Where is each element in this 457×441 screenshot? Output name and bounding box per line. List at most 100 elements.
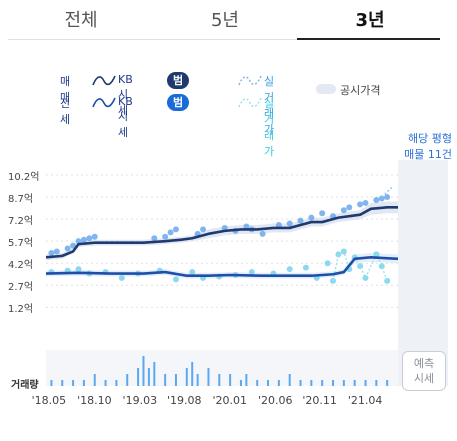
- volume-bar: [196, 374, 199, 386]
- real-sale-line-icon: [238, 75, 262, 86]
- real-sale-point: [286, 220, 293, 227]
- real-sale-point: [373, 197, 380, 203]
- volume-bar: [93, 374, 96, 386]
- active-tab-indicator: [297, 38, 440, 40]
- kb-jeonse-line: [45, 256, 399, 278]
- volume-bar: [191, 362, 194, 386]
- real-sale-point: [172, 226, 179, 233]
- volume-bar: [277, 380, 280, 386]
- real-sale-point: [275, 222, 282, 228]
- volume-bar: [386, 380, 389, 386]
- real-sale-point: [221, 224, 228, 231]
- volume-bar: [256, 380, 259, 386]
- real-jeonse-point: [378, 263, 385, 270]
- real-sale-point: [357, 201, 364, 208]
- real-sale-point: [243, 223, 250, 230]
- real-sale-point: [346, 204, 353, 211]
- volume-bar: [207, 368, 210, 386]
- y-tick-label: 5.7억: [8, 238, 34, 250]
- volume-bar: [218, 374, 221, 386]
- period-tabs: 전체 5년 3년: [0, 0, 457, 40]
- volume-bar: [332, 380, 335, 386]
- real-sale-point: [162, 233, 169, 240]
- real-jeonse-point: [172, 276, 179, 283]
- real-sale-point: [259, 230, 266, 237]
- listing-note-line2[interactable]: 매물 11건: [404, 148, 452, 161]
- volume-bar: [104, 380, 107, 386]
- real-sale-point: [75, 238, 82, 245]
- real-sale-point: [378, 195, 385, 202]
- forecast-area: [398, 160, 448, 386]
- volume-label: 거래량: [11, 380, 39, 391]
- legend-sale-kb[interactable]: KB시세: [118, 73, 133, 117]
- volume-bar: [229, 374, 232, 386]
- real-sale-point: [53, 248, 60, 255]
- real-sale-point: [80, 236, 87, 243]
- legend-jeonse-real[interactable]: 실거래가: [264, 97, 275, 158]
- real-jeonse-point: [357, 263, 364, 270]
- predict-line1: 예측: [413, 357, 435, 370]
- real-sale-point: [151, 235, 158, 242]
- real-sale-point: [48, 249, 55, 256]
- volume-bar: [142, 356, 145, 386]
- volume-bar: [310, 380, 313, 386]
- volume-bar: [267, 380, 270, 386]
- volume-bar: [153, 362, 156, 386]
- volume-bar: [364, 380, 367, 386]
- real-sale-point: [297, 217, 304, 224]
- real-jeonse-point: [384, 277, 391, 284]
- kb-jeonse-line-icon: [92, 97, 116, 108]
- x-tick-label: '21.04: [347, 394, 383, 407]
- tab-divider: [8, 39, 440, 40]
- x-tick-label: '20.06: [257, 394, 293, 407]
- real-jeonse-point: [302, 264, 309, 271]
- real-sale-point: [319, 210, 326, 217]
- volume-bar: [126, 374, 129, 386]
- real-jeonse-line-icon: [238, 97, 262, 108]
- volume-bar: [147, 368, 150, 386]
- predict-price-button[interactable]: 예측 시세: [402, 351, 446, 391]
- real-sale-point: [340, 207, 347, 214]
- real-sale-point: [384, 194, 391, 201]
- legend-sale-real[interactable]: 실거래가: [264, 75, 275, 136]
- x-tick-label: '18.10: [77, 394, 112, 407]
- y-tick-label: 10.2억: [8, 172, 40, 183]
- real-sale-point: [362, 199, 369, 206]
- tab-3-years[interactable]: 3년: [355, 10, 385, 31]
- volume-bar: [299, 380, 302, 386]
- volume-bar: [353, 380, 356, 386]
- volume-bar: [185, 368, 188, 386]
- volume-bar: [115, 380, 118, 386]
- real-sale-point: [64, 245, 71, 252]
- real-jeonse-point: [75, 266, 82, 273]
- real-jeonse-point: [324, 260, 331, 267]
- x-tick-label: '20.11: [302, 394, 337, 407]
- real-sale-point: [200, 226, 207, 233]
- real-jeonse-point: [118, 274, 125, 281]
- x-tick-label: '20.01: [212, 394, 247, 407]
- x-tick-label: '19.03: [122, 394, 158, 407]
- listing-note-line1: 해당 평형: [408, 132, 452, 145]
- sale-range-button[interactable]: 범위보기: [167, 72, 190, 138]
- real-sale-point: [86, 235, 93, 242]
- y-tick-label: 8.7억: [8, 194, 34, 206]
- tab-5-years[interactable]: 5년: [210, 10, 239, 31]
- real-jeonse-point: [286, 266, 293, 273]
- tab-all[interactable]: 전체: [64, 10, 98, 31]
- gongsi-legend-swatch: [316, 84, 336, 94]
- jeonse-range-button[interactable]: 범위보기: [167, 94, 190, 160]
- price-chart: [45, 174, 399, 386]
- volume-bar: [72, 380, 75, 386]
- legend-jeonse-kb[interactable]: KB시세: [118, 95, 133, 139]
- volume-bar: [61, 380, 64, 386]
- y-tick-label: 2.7억: [8, 282, 34, 294]
- legend-sale-type: 매매: [60, 75, 71, 104]
- real-jeonse-point: [362, 274, 369, 281]
- predict-line2: 시세: [413, 372, 435, 385]
- volume-area: [46, 350, 398, 386]
- volume-bar: [164, 374, 167, 386]
- kb-sale-line-icon: [92, 75, 116, 86]
- gongsi-legend-label[interactable]: 공시가격: [340, 84, 381, 97]
- volume-bar: [82, 380, 85, 386]
- volume-bar: [245, 374, 248, 386]
